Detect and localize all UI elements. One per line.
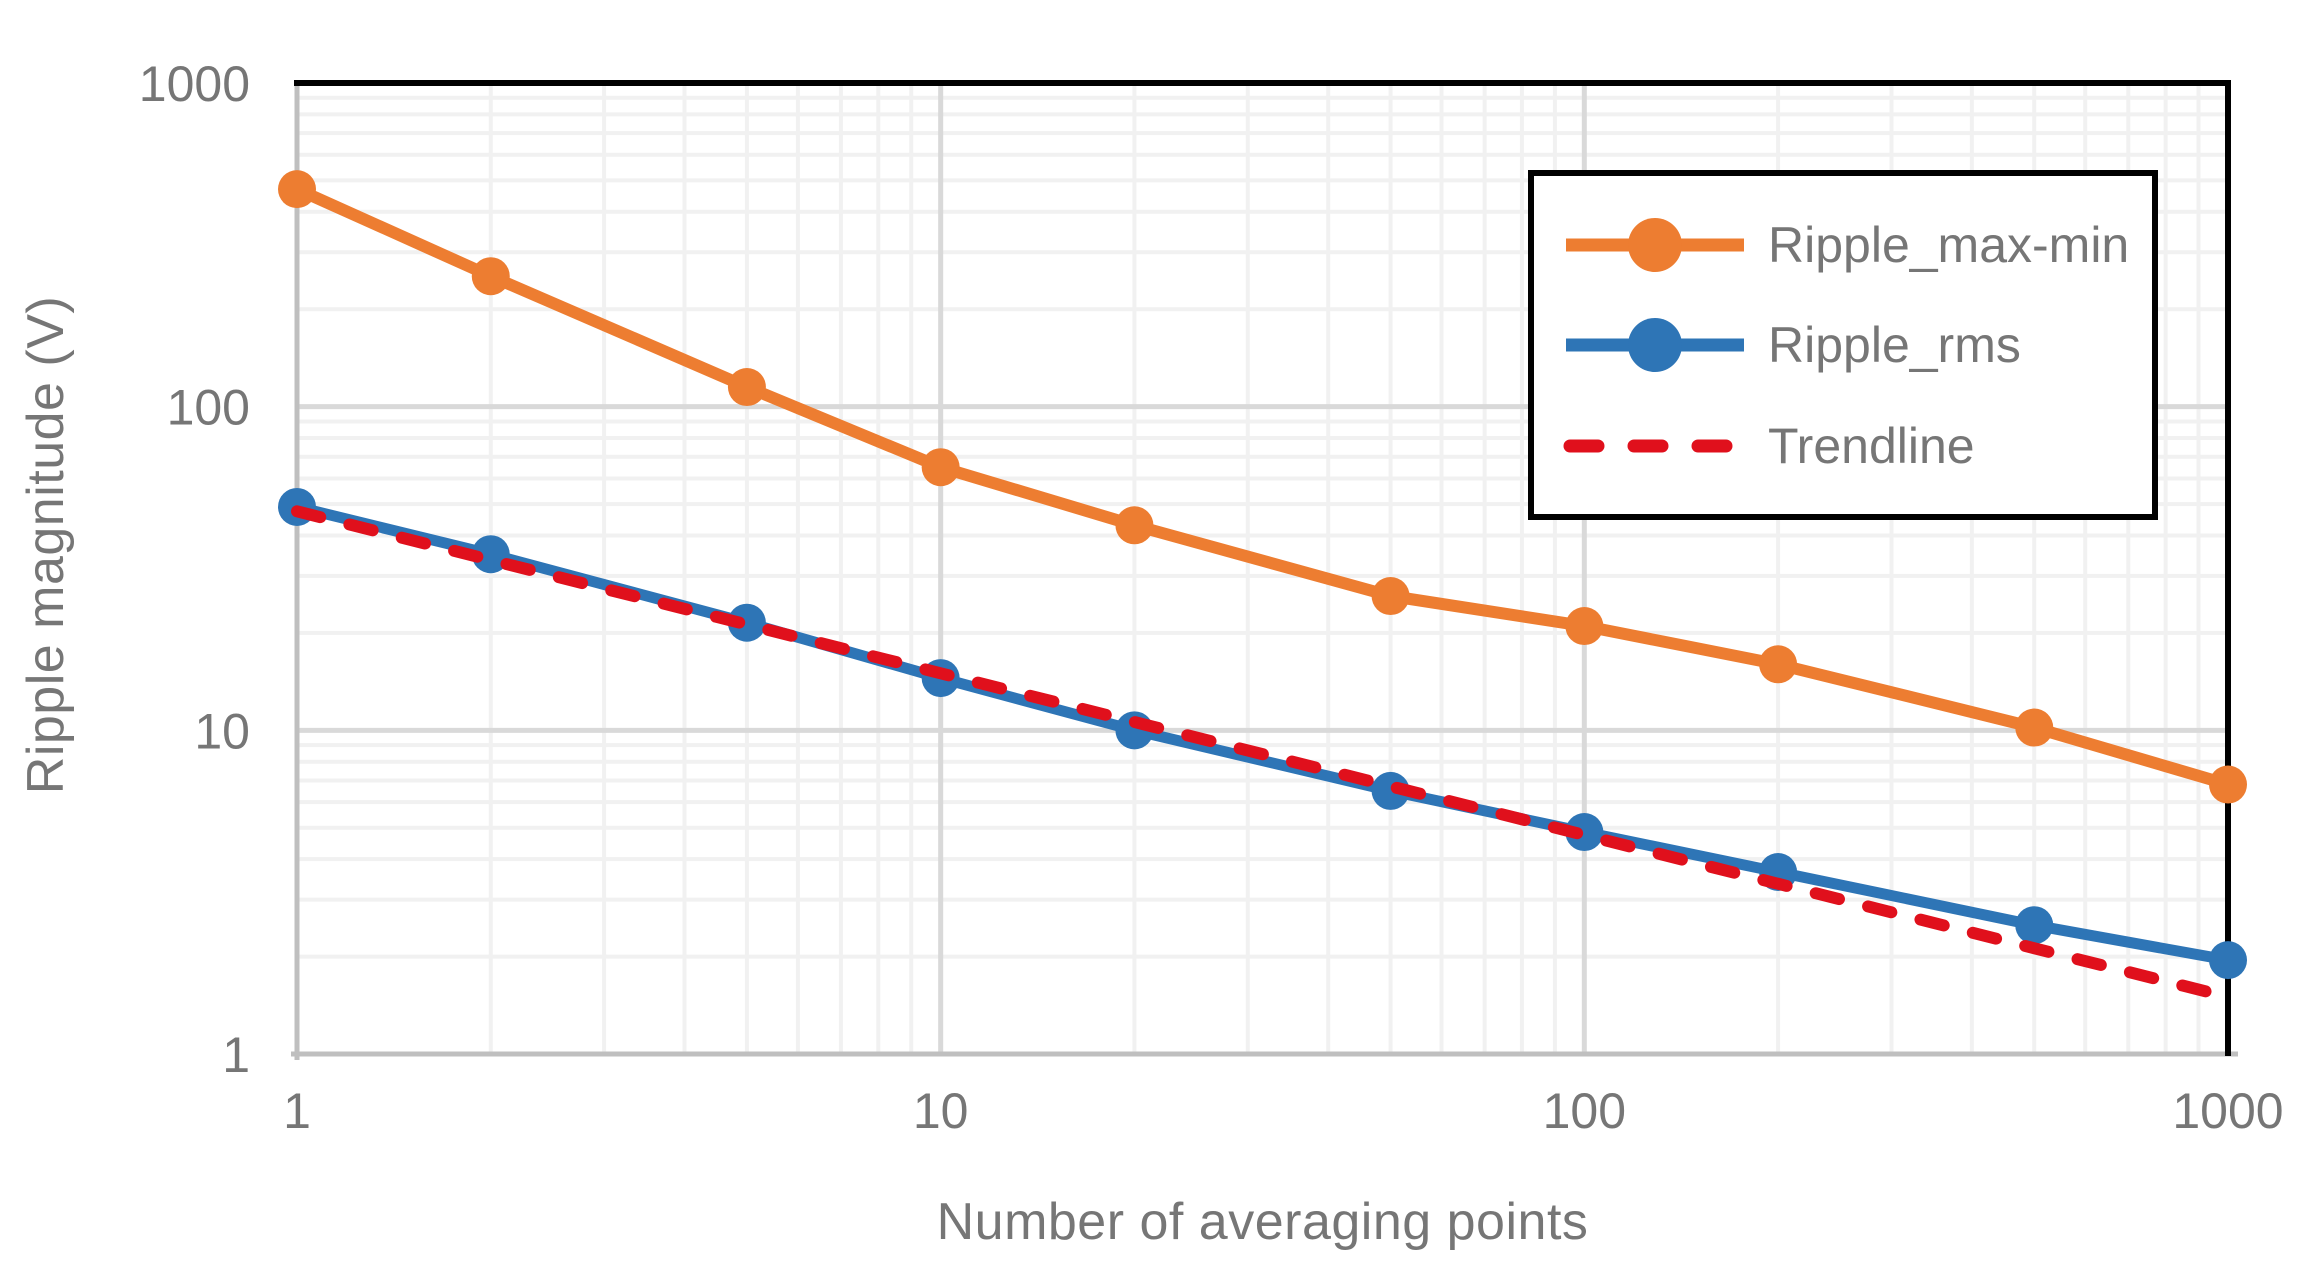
data-point-ripple-max-min: [278, 170, 316, 209]
y-tick-label: 1: [222, 1027, 250, 1083]
dashed-line-swatch-icon: [1563, 439, 1747, 452]
data-point-ripple-max-min: [1759, 645, 1798, 684]
line-marker-swatch-icon: [1566, 318, 1744, 372]
legend-item-ripple-max-min: Ripple_max-min: [1560, 213, 2152, 277]
data-point-ripple-max-min: [1115, 506, 1154, 545]
x-tick-label: 1000: [2172, 1083, 2283, 1139]
y-tick-label: 1000: [139, 56, 250, 112]
x-axis-title: Number of averaging points: [936, 1193, 1589, 1251]
data-point-ripple-max-min: [1565, 607, 1604, 646]
data-point-ripple-rms: [727, 603, 766, 642]
y-tick-label: 100: [167, 380, 250, 436]
legend-label: Trendline: [1768, 417, 1975, 474]
legend: Ripple_max-min Ripple_rms Trendline: [1528, 170, 2158, 520]
y-axis-title: Ripple magnitude (V): [17, 295, 75, 795]
x-tick-label: 100: [1543, 1083, 1626, 1139]
data-point-ripple-rms: [2015, 906, 2054, 945]
legend-item-ripple-rms: Ripple_rms: [1560, 313, 2152, 377]
data-point-ripple-rms: [471, 535, 510, 574]
legend-item-trendline: Trendline: [1560, 414, 2152, 478]
data-point-ripple-max-min: [727, 368, 766, 407]
x-tick-label: 10: [913, 1083, 969, 1139]
data-point-ripple-rms: [2209, 941, 2247, 980]
data-point-ripple-max-min: [921, 448, 960, 487]
y-tick-label: 10: [194, 703, 250, 759]
data-point-ripple-max-min: [2015, 708, 2054, 747]
series-line-ripple-max-min: [294, 183, 2230, 791]
data-point-ripple-rms: [1565, 813, 1604, 852]
data-point-ripple-max-min: [471, 257, 510, 296]
line-marker-swatch-icon: [1566, 217, 1744, 272]
x-tick-label: 1: [283, 1083, 311, 1139]
legend-label: Ripple_max-min: [1768, 216, 2130, 273]
legend-label: Ripple_rms: [1768, 317, 2021, 373]
series-line-trendline: [291, 505, 2234, 1003]
data-point-ripple-max-min: [2209, 765, 2247, 804]
data-point-ripple-max-min: [1371, 577, 1410, 616]
data-point-ripple-rms: [1371, 771, 1410, 810]
